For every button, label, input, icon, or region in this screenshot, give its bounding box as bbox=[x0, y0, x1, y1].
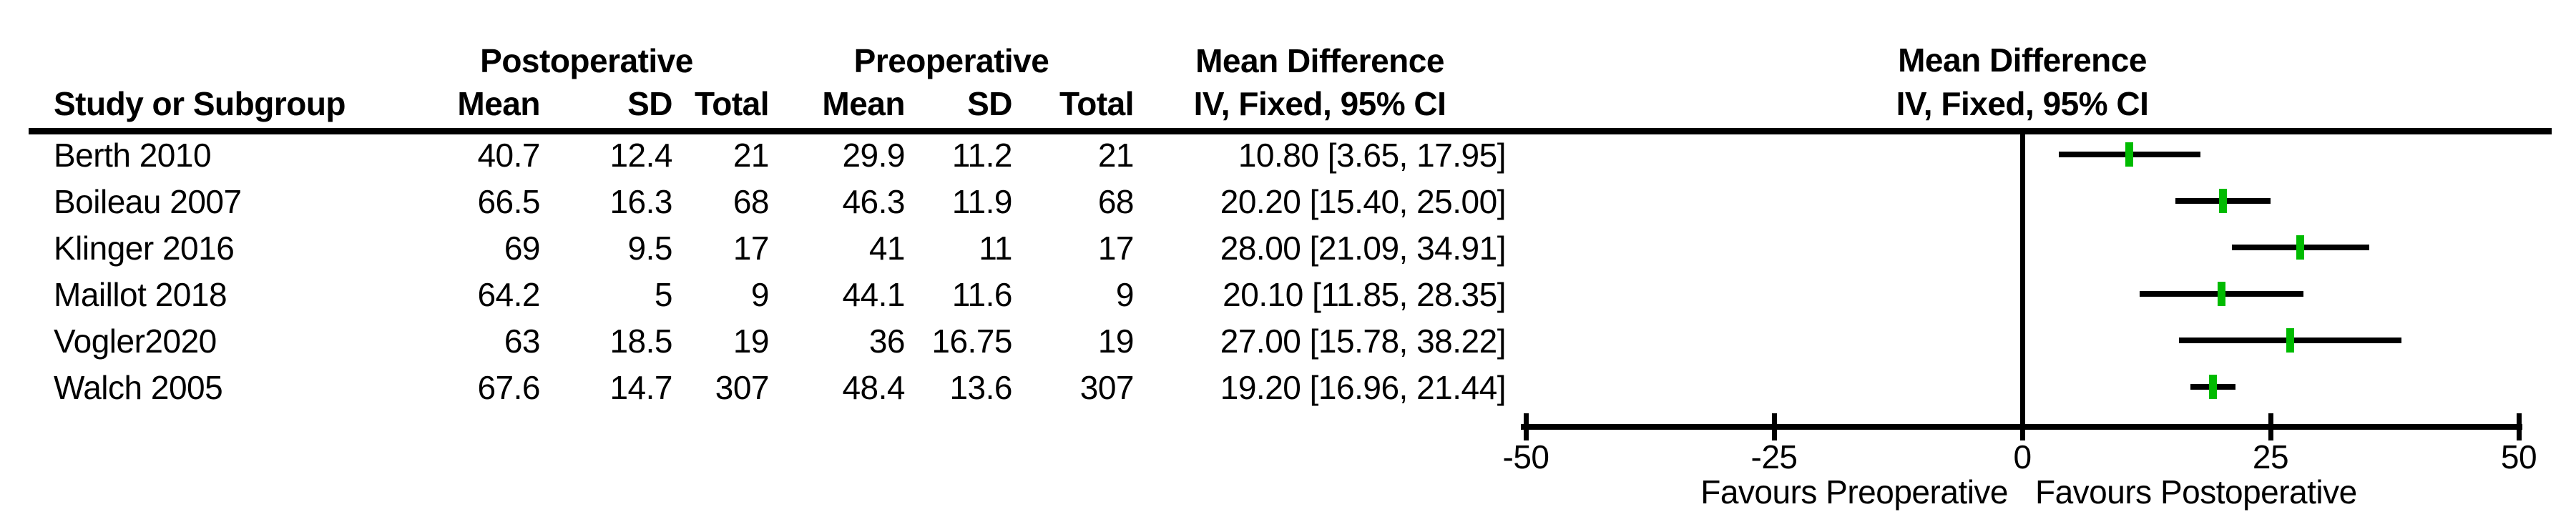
pre-total-cell: 307 bbox=[1079, 368, 1135, 406]
study-table: Berth 2010 40.7 12.4 21 29.9 11.2 21 10.… bbox=[54, 132, 1507, 410]
axis-tick-label: 25 bbox=[2252, 438, 2289, 476]
study-label: Walch 2005 bbox=[54, 368, 223, 406]
table-column-header-row: Study or Subgroup Mean SD Total Mean SD … bbox=[54, 83, 1506, 124]
post-sd-cell: 14.7 bbox=[609, 368, 672, 406]
pre-mean-cell: 44.1 bbox=[842, 275, 905, 313]
post-total-cell: 307 bbox=[715, 368, 770, 406]
post-sd-cell: 12.4 bbox=[609, 136, 672, 174]
pre-mean-cell: 36 bbox=[868, 322, 906, 360]
post-sd-cell: 9.5 bbox=[627, 229, 673, 267]
pre-sd-cell: 11.6 bbox=[951, 275, 1013, 313]
pre-mean-cell: 29.9 bbox=[842, 136, 905, 174]
table-row: Walch 2005 67.6 14.7 307 48.4 13.6 307 1… bbox=[54, 364, 1507, 410]
post-total-cell: 68 bbox=[733, 182, 770, 220]
table-group-header-row: Postoperative Preoperative Mean Differen… bbox=[54, 41, 1506, 79]
col-header-ci: IV, Fixed, 95% CI bbox=[1193, 85, 1446, 122]
table-row: Maillot 2018 64.2 5 9 44.1 11.6 9 20.10 … bbox=[54, 271, 1507, 317]
pre-total-cell: 68 bbox=[1097, 182, 1135, 220]
table-row: Klinger 2016 69 9.5 17 41 11 17 28.00 [2… bbox=[54, 225, 1507, 271]
pre-sd-cell: 11.9 bbox=[951, 182, 1013, 220]
ci-text-cell: 27.00 [15.78, 38.22] bbox=[1220, 322, 1507, 360]
pre-mean-cell: 48.4 bbox=[842, 368, 905, 406]
post-sd-cell: 18.5 bbox=[609, 322, 672, 360]
plot-header-model: IV, Fixed, 95% CI bbox=[1896, 85, 2149, 122]
post-total-cell: 17 bbox=[733, 229, 770, 267]
header-rule bbox=[29, 128, 2552, 134]
post-sd-cell: 5 bbox=[654, 275, 673, 313]
post-total-cell: 19 bbox=[733, 322, 770, 360]
study-label: Klinger 2016 bbox=[54, 229, 235, 267]
group-header-preoperative: Preoperative bbox=[853, 42, 1049, 79]
ci-text-cell: 20.10 [11.85, 28.35] bbox=[1223, 275, 1506, 313]
col-header-post-total: Total bbox=[695, 85, 769, 122]
axis-tick-label: -25 bbox=[1750, 438, 1798, 476]
pre-mean-cell: 46.3 bbox=[842, 182, 905, 220]
post-mean-cell: 67.6 bbox=[477, 368, 540, 406]
post-mean-cell: 66.5 bbox=[477, 182, 540, 220]
point-marker bbox=[2125, 142, 2134, 167]
post-total-cell: 9 bbox=[750, 275, 770, 313]
post-mean-cell: 69 bbox=[504, 229, 541, 267]
table-row: Berth 2010 40.7 12.4 21 29.9 11.2 21 10.… bbox=[54, 132, 1507, 178]
pre-sd-cell: 16.75 bbox=[931, 322, 1012, 360]
table-row: Boileau 2007 66.5 16.3 68 46.3 11.9 68 2… bbox=[54, 178, 1507, 225]
group-header-mean-difference: Mean Difference bbox=[1195, 42, 1444, 79]
axis-tick-label: 0 bbox=[2013, 438, 2032, 476]
post-mean-cell: 64.2 bbox=[477, 275, 540, 313]
ci-text-cell: 20.20 [15.40, 25.00] bbox=[1220, 182, 1507, 220]
plot-header-mean-difference: Mean Difference bbox=[1898, 41, 2147, 79]
col-header-pre-mean: Mean bbox=[822, 85, 905, 122]
pre-total-cell: 19 bbox=[1097, 322, 1135, 360]
study-label: Berth 2010 bbox=[54, 136, 212, 174]
pre-sd-cell: 11 bbox=[979, 229, 1012, 267]
col-header-study: Study or Subgroup bbox=[54, 85, 346, 122]
study-label: Boileau 2007 bbox=[54, 182, 242, 220]
post-mean-cell: 63 bbox=[504, 322, 541, 360]
pre-total-cell: 21 bbox=[1097, 136, 1135, 174]
pre-sd-cell: 13.6 bbox=[949, 368, 1012, 406]
group-header-postoperative: Postoperative bbox=[480, 42, 693, 79]
study-label: Vogler2020 bbox=[54, 322, 217, 360]
point-marker bbox=[2208, 375, 2217, 399]
post-mean-cell: 40.7 bbox=[477, 136, 540, 174]
x-axis-line bbox=[1521, 424, 2522, 430]
ci-text-cell: 28.00 [21.09, 34.91] bbox=[1220, 229, 1507, 267]
axis-tick-label: 50 bbox=[2500, 438, 2537, 476]
zero-reference-line bbox=[2020, 134, 2025, 430]
study-label: Maillot 2018 bbox=[54, 275, 227, 313]
col-header-pre-total: Total bbox=[1059, 85, 1134, 122]
point-marker bbox=[2296, 235, 2305, 260]
ci-text-cell: 19.20 [16.96, 21.44] bbox=[1220, 368, 1507, 406]
favours-right-label: Favours Postoperative bbox=[2035, 473, 2357, 511]
post-total-cell: 21 bbox=[733, 136, 770, 174]
favours-left-label: Favours Preoperative bbox=[1700, 473, 2008, 511]
ci-text-cell: 10.80 [3.65, 17.95] bbox=[1238, 136, 1507, 174]
pre-sd-cell: 11.2 bbox=[951, 136, 1013, 174]
table-row: Vogler2020 63 18.5 19 36 16.75 19 27.00 … bbox=[54, 317, 1507, 364]
col-header-post-sd: SD bbox=[627, 85, 672, 122]
col-header-post-mean: Mean bbox=[457, 85, 540, 122]
col-header-pre-sd: SD bbox=[967, 85, 1012, 122]
point-marker bbox=[2218, 189, 2227, 213]
point-marker bbox=[2218, 282, 2226, 306]
point-marker bbox=[2286, 328, 2295, 353]
pre-total-cell: 9 bbox=[1115, 275, 1135, 313]
pre-mean-cell: 41 bbox=[868, 229, 906, 267]
axis-tick-label: -50 bbox=[1502, 438, 1549, 476]
post-sd-cell: 16.3 bbox=[609, 182, 672, 220]
pre-total-cell: 17 bbox=[1097, 229, 1135, 267]
